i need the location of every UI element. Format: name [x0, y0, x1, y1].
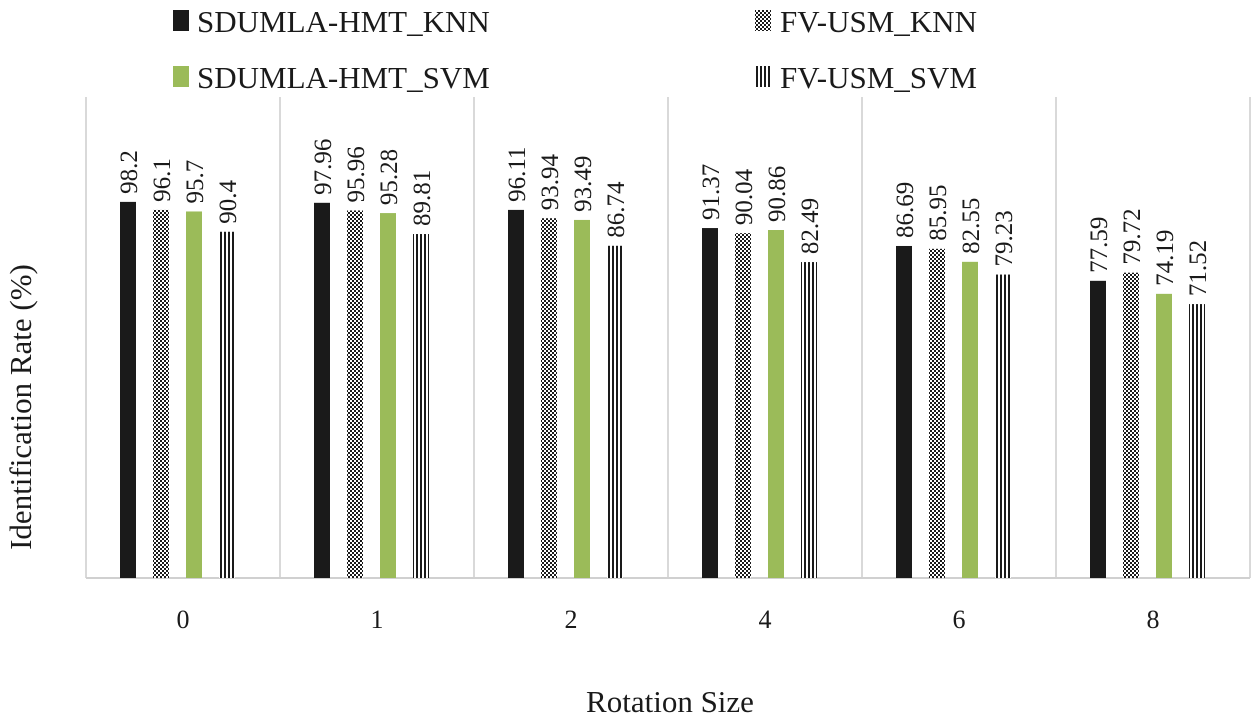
- data-labels: 98.2 96.1 95.7 90.4 97.96 95.96 95.28 89.81 96.1…: [116, 139, 1212, 297]
- bar-sdumla-hmt-svm-0: [186, 211, 202, 578]
- legend-swatch-sdumla-svm: [173, 66, 189, 87]
- legend-label-fvusm-svm: FV-USM_SVM: [780, 60, 977, 95]
- legend-swatch-sdumla-knn: [173, 10, 189, 31]
- x-axis-title: Rotation Size: [586, 684, 754, 719]
- bar-sdumla-hmt-knn-1: [314, 202, 330, 578]
- bar-fv-usm-knn-6: [929, 248, 945, 578]
- bar-sdumla-hmt-svm-4: [768, 230, 784, 578]
- bars: [120, 201, 1205, 579]
- legend-label-fvusm-knn: FV-USM_KNN: [780, 4, 977, 39]
- data-label: 86.74: [603, 181, 630, 238]
- legend-swatch-fvusm-svm: [755, 66, 771, 87]
- bar-sdumla-hmt-svm-1: [380, 213, 396, 578]
- data-label: 95.7: [182, 160, 209, 204]
- data-label: 79.72: [1119, 208, 1146, 264]
- data-label: 93.49: [570, 156, 597, 212]
- x-tick-labels: 0 1 2 4 6 8: [177, 605, 1160, 634]
- bar-sdumla-hmt-svm-6: [962, 261, 978, 578]
- legend-item-sdumla-knn: SDUMLA-HMT_KNN: [173, 4, 490, 39]
- data-label: 97.96: [310, 139, 337, 195]
- x-tick-label: 8: [1147, 605, 1160, 634]
- x-tick-label: 6: [953, 605, 966, 634]
- x-tick-label: 2: [565, 605, 578, 634]
- data-label: 82.55: [958, 198, 985, 254]
- bar-sdumla-hmt-svm-2: [574, 219, 590, 579]
- legend-swatch-fvusm-knn: [755, 10, 771, 31]
- bar-fv-usm-svm-0: [219, 231, 235, 578]
- data-label: 82.49: [797, 198, 824, 254]
- bar-sdumla-hmt-knn-0: [120, 201, 136, 579]
- bar-sdumla-hmt-knn-4: [702, 228, 718, 578]
- legend-label-sdumla-svm: SDUMLA-HMT_SVM: [197, 60, 490, 95]
- x-tick-label: 1: [371, 605, 384, 634]
- data-label: 74.19: [1152, 230, 1179, 286]
- legend-label-sdumla-knn: SDUMLA-HMT_KNN: [197, 4, 490, 39]
- bar-fv-usm-knn-1: [347, 210, 363, 578]
- data-label: 90.4: [215, 180, 242, 224]
- bar-sdumla-hmt-knn-6: [896, 245, 912, 578]
- bar-fv-usm-knn-8: [1123, 272, 1139, 578]
- x-tick-label: 4: [759, 605, 772, 634]
- data-label: 90.86: [764, 166, 791, 222]
- data-label: 71.52: [1185, 240, 1212, 296]
- bar-fv-usm-knn-2: [541, 218, 557, 579]
- bar-fv-usm-svm-1: [413, 234, 429, 578]
- bar-fv-usm-svm-6: [995, 274, 1011, 578]
- category-separators: [85, 97, 1251, 578]
- data-label: 95.96: [343, 146, 370, 202]
- bar-sdumla-hmt-knn-2: [508, 209, 524, 579]
- bar-sdumla-hmt-knn-8: [1090, 280, 1106, 578]
- x-tick-label: 0: [177, 605, 190, 634]
- bar-fv-usm-knn-0: [153, 209, 169, 578]
- data-label: 91.37: [698, 164, 725, 220]
- data-label: 96.1: [149, 158, 176, 202]
- legend: SDUMLA-HMT_KNN FV-USM_KNN SDUMLA-HMT_SVM…: [173, 4, 977, 95]
- data-label: 79.23: [991, 210, 1018, 266]
- bar-fv-usm-svm-8: [1189, 304, 1205, 578]
- data-label: 96.11: [504, 147, 531, 202]
- data-label: 98.2: [116, 150, 143, 194]
- legend-item-fvusm-svm: FV-USM_SVM: [755, 60, 977, 95]
- bar-fv-usm-knn-4: [735, 233, 751, 579]
- data-label: 89.81: [409, 170, 436, 226]
- data-label: 85.95: [925, 185, 952, 241]
- bar-fv-usm-svm-4: [801, 262, 817, 578]
- bar-sdumla-hmt-svm-8: [1156, 293, 1172, 578]
- bar-fv-usm-svm-2: [607, 245, 623, 578]
- legend-item-fvusm-knn: FV-USM_KNN: [755, 4, 977, 39]
- data-label: 86.69: [892, 182, 919, 238]
- data-label: 93.94: [537, 153, 564, 210]
- data-label: 77.59: [1086, 217, 1113, 273]
- data-label: 90.04: [731, 168, 758, 225]
- y-axis-title: Identification Rate (%): [3, 264, 38, 550]
- legend-item-sdumla-svm: SDUMLA-HMT_SVM: [173, 60, 490, 95]
- data-label: 95.28: [376, 149, 403, 205]
